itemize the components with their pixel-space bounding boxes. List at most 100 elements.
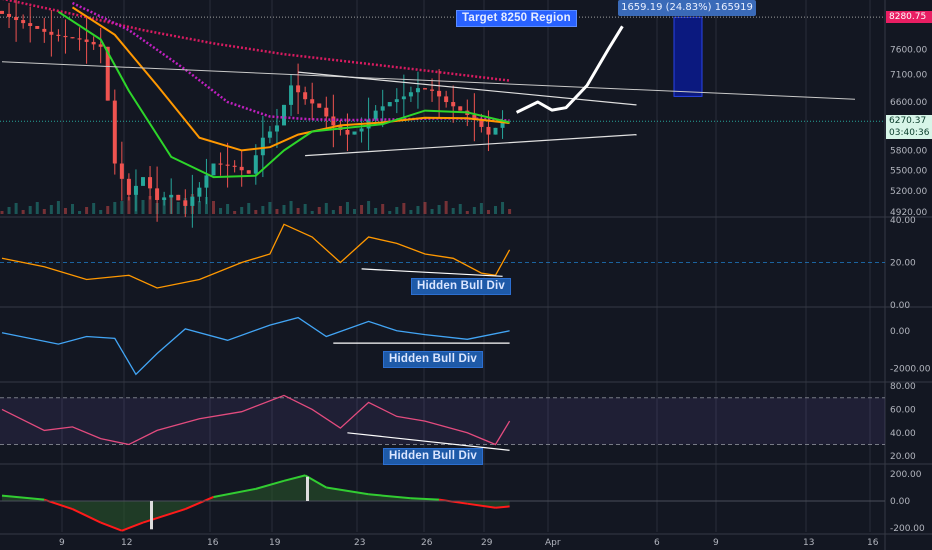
candle-body bbox=[430, 89, 435, 91]
volume-bar bbox=[472, 207, 476, 214]
candle-body bbox=[155, 188, 160, 200]
indicator-axis-tick: 20.00 bbox=[890, 452, 916, 462]
candle-body bbox=[7, 13, 12, 17]
indicator-axis-tick: 40.00 bbox=[890, 429, 916, 439]
macd-line-segment bbox=[121, 521, 144, 532]
candle-body bbox=[437, 90, 442, 97]
x-axis-tick: 19 bbox=[269, 538, 281, 548]
candle-body bbox=[317, 103, 322, 108]
candle-body bbox=[260, 137, 265, 156]
triangle-lower-line bbox=[305, 134, 637, 157]
volume-bar bbox=[113, 202, 117, 214]
candle-body bbox=[296, 85, 301, 93]
x-axis-tick: 16 bbox=[207, 538, 219, 548]
volume-bar bbox=[226, 204, 230, 214]
candle-body bbox=[479, 119, 484, 127]
indicator-axis-tick: 20.00 bbox=[890, 259, 916, 269]
candle-body bbox=[162, 197, 167, 200]
macd-line-segment bbox=[467, 502, 496, 509]
candle-body bbox=[225, 164, 230, 166]
indicator-line bbox=[1, 223, 511, 289]
volume-bar bbox=[324, 203, 328, 214]
candle-body bbox=[415, 88, 420, 93]
volume-bar bbox=[508, 209, 512, 214]
candle-body bbox=[91, 41, 96, 45]
candle-body bbox=[387, 102, 392, 107]
candle-body bbox=[500, 121, 505, 128]
macd-line-segment bbox=[72, 508, 102, 524]
price-axis-tick: 4920.00 bbox=[890, 208, 927, 218]
volume-bar bbox=[444, 201, 448, 214]
candle-body bbox=[472, 115, 477, 120]
macd-line-segment bbox=[1, 494, 45, 501]
target-region-label: Target 8250 Region bbox=[456, 10, 577, 27]
candle-body bbox=[98, 44, 103, 47]
candle-body bbox=[458, 106, 463, 111]
candle-body bbox=[444, 96, 449, 103]
volume-bar bbox=[430, 209, 434, 214]
candle-body bbox=[239, 166, 244, 171]
volume-bar bbox=[479, 203, 483, 214]
volume-bar bbox=[49, 205, 53, 214]
volume-bar bbox=[162, 199, 166, 214]
volume-bar bbox=[197, 201, 201, 214]
candle-body bbox=[267, 131, 272, 138]
projection-path bbox=[515, 25, 624, 114]
x-axis-tick: 26 bbox=[421, 538, 433, 548]
indicator-axis-tick: -2000.00 bbox=[890, 365, 931, 375]
triangle-upper-line bbox=[298, 71, 637, 106]
volume-bar bbox=[303, 204, 307, 214]
divergence-line bbox=[361, 268, 503, 277]
candle-body bbox=[303, 92, 308, 100]
volume-bar bbox=[416, 206, 420, 214]
volume-bar bbox=[402, 203, 406, 214]
candle-body bbox=[42, 28, 47, 32]
candle-body bbox=[352, 131, 357, 135]
candle-body bbox=[274, 125, 279, 132]
volume-bar bbox=[296, 208, 300, 214]
target-price-tag: 8280.75 bbox=[886, 11, 932, 23]
volume-bar bbox=[71, 204, 74, 214]
candle-body bbox=[176, 194, 181, 201]
candle-body bbox=[70, 37, 75, 39]
volume-bar bbox=[42, 209, 46, 214]
volume-bar bbox=[127, 197, 131, 214]
measure-tooltip: 1659.19 (24.83%) 165919 bbox=[618, 0, 756, 16]
volume-bar bbox=[261, 206, 265, 214]
indicator-line bbox=[1, 394, 511, 446]
macd-marker-bar bbox=[150, 501, 153, 530]
x-axis-tick: 9 bbox=[713, 538, 719, 548]
volume-bar bbox=[423, 202, 427, 214]
indicator-axis-tick: 0.00 bbox=[890, 497, 910, 507]
candle-body bbox=[21, 20, 26, 24]
price-axis-tick: 7600.00 bbox=[890, 45, 927, 55]
macd-line-segment bbox=[213, 487, 256, 498]
volume-bar bbox=[367, 201, 371, 214]
candle-body bbox=[359, 128, 364, 132]
volume-bar bbox=[458, 204, 462, 214]
volume-bar bbox=[388, 211, 392, 214]
volume-bar bbox=[78, 211, 82, 214]
volume-bar bbox=[233, 211, 237, 214]
candle-body bbox=[401, 96, 406, 100]
x-axis-tick: Apr bbox=[545, 538, 561, 548]
volume-bar bbox=[247, 203, 251, 214]
candle-body bbox=[218, 163, 223, 165]
volume-bar bbox=[212, 201, 215, 214]
volume-bar bbox=[92, 203, 96, 214]
volume-bar bbox=[486, 210, 490, 214]
macd-line-segment bbox=[326, 486, 369, 496]
volume-bar bbox=[14, 203, 18, 214]
volume-bar bbox=[141, 200, 145, 214]
volume-bar bbox=[465, 211, 469, 214]
volume-bar bbox=[338, 206, 342, 214]
volume-bar bbox=[56, 201, 60, 214]
volume-bar bbox=[282, 205, 286, 214]
candle-body bbox=[324, 107, 329, 117]
ema-fast-line bbox=[57, 10, 510, 179]
volume-bar bbox=[289, 201, 293, 214]
volume-bar bbox=[99, 210, 103, 214]
macd-line-segment bbox=[255, 479, 285, 490]
volume-bar bbox=[240, 207, 244, 214]
